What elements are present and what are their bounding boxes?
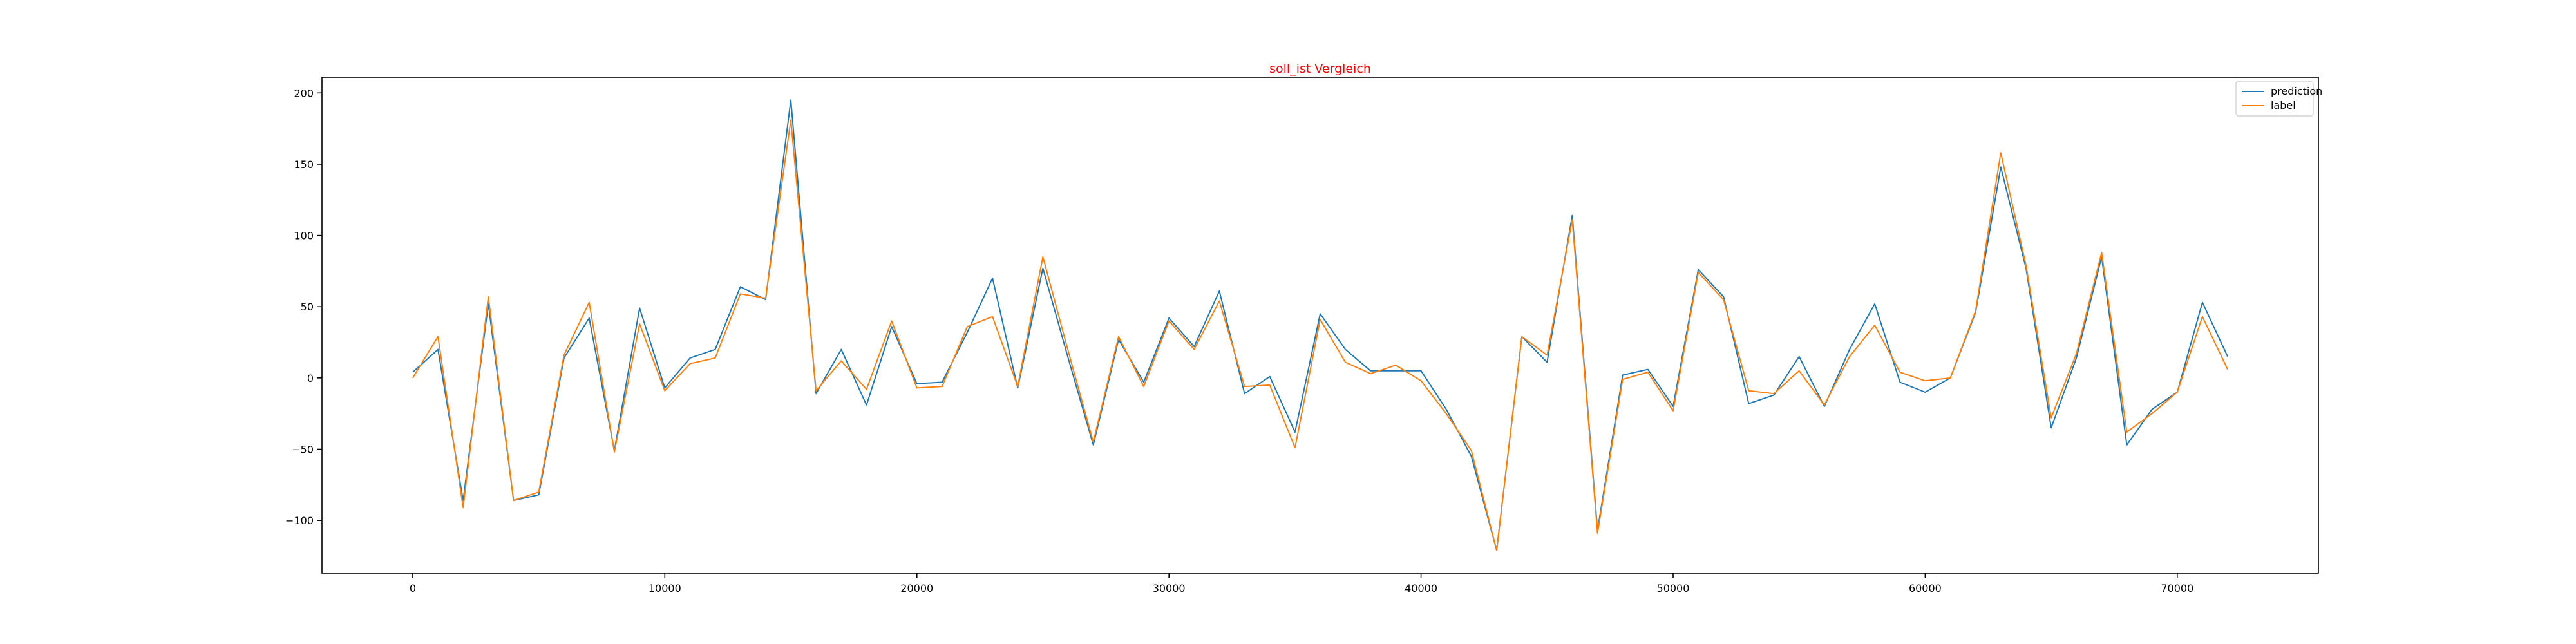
x-tick-label: 40000 — [1405, 582, 1437, 594]
legend-label-label: label — [2271, 99, 2296, 111]
y-tick-label: 50 — [301, 301, 314, 313]
x-tick-label: 60000 — [1909, 582, 1942, 594]
series-line-label — [412, 119, 2229, 551]
y-tick-label: −100 — [285, 515, 314, 527]
y-tick-label: 150 — [294, 158, 314, 171]
legend-label-prediction: prediction — [2271, 85, 2322, 97]
x-tick-label: 0 — [410, 582, 416, 594]
series-layer — [412, 99, 2229, 551]
x-tick-label: 10000 — [649, 582, 681, 594]
y-tick-label: 200 — [294, 87, 314, 99]
y-tick-label: −50 — [292, 444, 314, 456]
y-tick-label: 0 — [307, 372, 314, 384]
plot-frame — [321, 77, 2319, 574]
legend-box — [2235, 80, 2314, 117]
x-tick-label: 20000 — [900, 582, 933, 594]
axes-layer: 0 10000 20000 30000 40000 50000 60000 70000 −100… — [285, 77, 2319, 594]
legend: prediction label — [2235, 80, 2322, 117]
chart-title: soll_ist Vergleich — [1269, 62, 1371, 76]
x-tick-label: 30000 — [1153, 582, 1186, 594]
x-tick-label: 70000 — [2161, 582, 2193, 594]
y-tick-label: 100 — [294, 230, 314, 242]
x-tick-label: 50000 — [1657, 582, 1690, 594]
series-line-prediction — [412, 99, 2229, 551]
